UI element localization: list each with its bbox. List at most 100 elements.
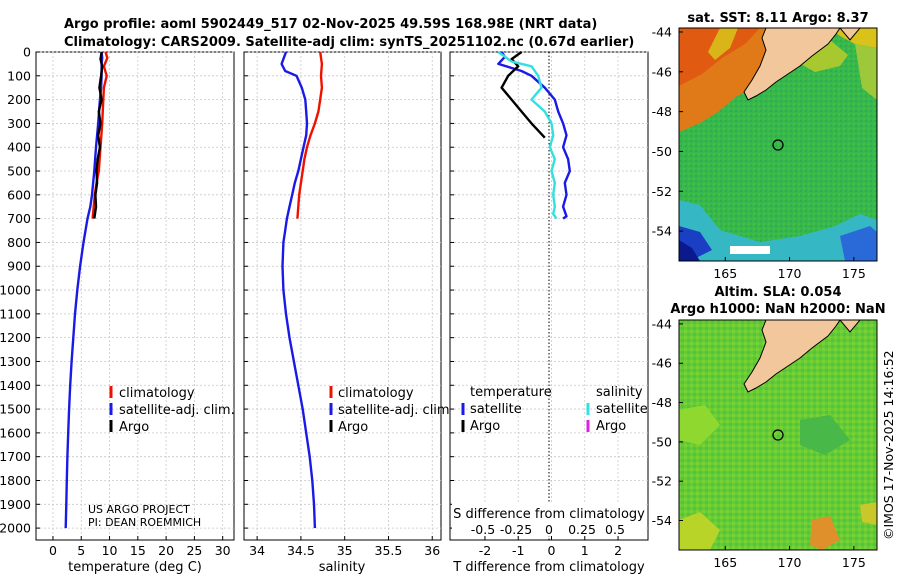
y-tick-label: 2000	[0, 521, 31, 536]
x-tick-label: 35	[337, 543, 353, 558]
salinity-panel: 34 34.5 35 35.5 36 salinity climatology sate…	[243, 51, 454, 575]
legend-climatology-label: climatology	[338, 386, 414, 401]
y-tick-label: 500	[7, 164, 31, 179]
sla-map-frame	[678, 319, 878, 551]
series-satellite-adj-clim-	[280, 51, 317, 529]
sla-darkgreen-patch	[800, 415, 850, 455]
s-difference-ticks: -0.5 -0.25 0 0.25 0.5	[471, 522, 625, 537]
y-tick-label: 700	[7, 211, 31, 226]
salinity-xlabel: salinity	[319, 560, 366, 575]
s-diff-tick-label: -0.25	[500, 522, 532, 537]
legend-title-temperature: temperature	[470, 385, 552, 400]
sst-map-frame	[678, 27, 878, 262]
legend-climatology-label: climatology	[119, 386, 195, 401]
difference-legend: temperature salinity satellite Argo sate…	[461, 385, 648, 434]
sst-landmass	[743, 28, 841, 101]
x-tick-label: 0	[49, 543, 57, 558]
y-tick-label: 0	[23, 45, 31, 60]
y-tick-label: 1700	[0, 449, 31, 464]
legend-satellite-label: satellite-adj. clim.	[338, 403, 454, 418]
sla-map-title: Altim. SLA: 0.054	[715, 285, 842, 300]
s-diff-label-backdrop	[452, 503, 646, 536]
temperature-plot-frame	[35, 51, 235, 541]
y-tick-label: 1800	[0, 473, 31, 488]
sst-yellow-ne	[830, 28, 877, 48]
y-tick-label: 200	[7, 92, 31, 107]
y-tick-label: 100	[7, 68, 31, 83]
legend-satellite-label: satellite-adj. clim.	[119, 403, 235, 418]
y-tick-label: 1900	[0, 497, 31, 512]
figure-title-line1: Argo profile: aoml 5902449_517 02-Nov-20…	[64, 17, 597, 32]
sla-yellowgreen-patch	[679, 405, 720, 445]
temperature-legend: climatology satellite-adj. clim. Argo	[109, 386, 235, 435]
sst-yellow-patch	[708, 28, 738, 60]
legend-s-satellite-label: satellite	[596, 402, 648, 417]
sla-orange-patch	[810, 516, 840, 550]
sla-map-field	[679, 320, 877, 550]
x-tick-label: 35.5	[375, 543, 403, 558]
lat-tick-label: -54	[652, 224, 672, 239]
y-tick-label: 1200	[0, 330, 31, 345]
sst-map-field	[679, 28, 877, 261]
legend-t-satellite-label: satellite	[470, 402, 522, 417]
temperature-panel: 0100200300400500600700800900100011001200…	[0, 45, 235, 576]
difference-panel: -2 -1 0 1 2 S difference from climatology -0…	[449, 51, 649, 575]
x-tick-label: 30	[215, 543, 231, 558]
temperature-xlabel: temperature (deg C)	[68, 560, 202, 575]
x-tick-label: 15	[130, 543, 146, 558]
x-tick-label: 20	[158, 543, 174, 558]
sla-yellow-patch-se	[860, 502, 877, 525]
x-tick-label: 1	[581, 543, 589, 558]
salinity-grid	[244, 51, 441, 540]
legend-s-argo-label: Argo	[596, 419, 626, 434]
s-diff-tick-label: 0.5	[605, 522, 625, 537]
x-tick-label: 2	[614, 543, 622, 558]
lat-tick-label: -52	[652, 474, 672, 489]
y-tick-label: 1500	[0, 402, 31, 417]
sla-map-ticks: -44 -46 -48 -50 -52 -54 165 170 175	[652, 316, 866, 570]
lon-tick-label: 165	[713, 266, 737, 281]
lat-tick-label: -44	[652, 316, 672, 331]
x-tick-label: -1	[512, 543, 524, 558]
lat-tick-label: -46	[652, 64, 672, 79]
difference-series	[497, 51, 571, 220]
sst-map-title: sat. SST: 8.11 Argo: 8.37	[687, 11, 868, 26]
lon-tick-label: 175	[842, 555, 866, 570]
legend-argo-label: Argo	[119, 420, 149, 435]
figure-title-line2: Climatology: CARS2009. Satellite-adj cli…	[64, 35, 634, 50]
y-tick-label: 1100	[0, 306, 31, 321]
lat-tick-label: -52	[652, 184, 672, 199]
lat-tick-label: -48	[652, 104, 672, 119]
credit-project: US ARGO PROJECT	[88, 503, 190, 516]
sla-argo-float-marker	[772, 429, 784, 441]
x-tick-label: 34	[249, 543, 265, 558]
lat-tick-label: -46	[652, 356, 672, 371]
temperature-series	[64, 51, 109, 529]
s-difference-xlabel: S difference from climatology	[453, 507, 645, 522]
series-salinity-satellite	[497, 51, 558, 220]
sst-landmass-ne	[839, 28, 861, 41]
lat-tick-label: -54	[652, 513, 672, 528]
y-tick-label: 1400	[0, 378, 31, 393]
t-difference-xlabel: T difference from climatology	[452, 560, 645, 575]
y-tick-label: 1300	[0, 354, 31, 369]
salinity-plot-frame	[243, 51, 442, 541]
temperature-ticks: 0100200300400500600700800900100011001200…	[0, 45, 231, 559]
imos-watermark: ©IMOS 17-Nov-2025 14:16:52	[881, 350, 896, 540]
y-tick-label: 800	[7, 235, 31, 250]
x-tick-label: 25	[186, 543, 202, 558]
y-tick-label: 400	[7, 140, 31, 155]
difference-ticks: -2 -1 0 1 2	[450, 51, 622, 558]
sla-landmass-ne	[839, 320, 861, 333]
x-tick-label: 10	[102, 543, 118, 558]
x-tick-label: 36	[424, 543, 440, 558]
sla-yellow-patch-sw	[679, 512, 720, 550]
sst-lime-patch	[790, 40, 848, 72]
y-tick-label: 1600	[0, 425, 31, 440]
sst-coldest-patch	[679, 240, 700, 261]
salinity-series	[280, 51, 324, 529]
sst-cold-patch-se	[840, 226, 877, 261]
s-diff-tick-label: 0	[545, 522, 553, 537]
lat-tick-label: -44	[652, 24, 672, 39]
sst-hot-region	[679, 28, 760, 86]
